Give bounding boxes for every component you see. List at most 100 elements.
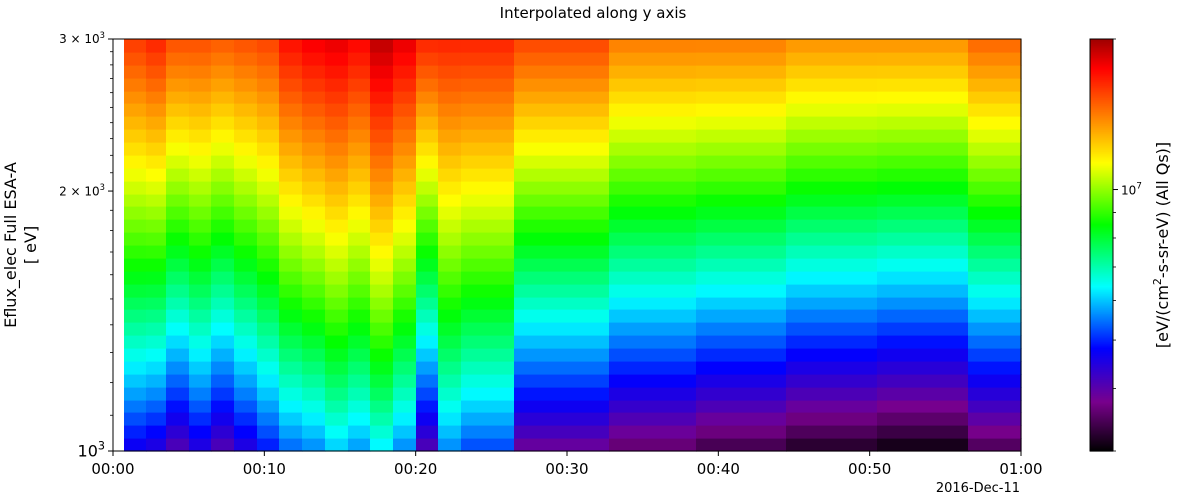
heatmap-cell-c19-b20	[786, 181, 878, 195]
heatmap-cell-c4-b19	[211, 194, 235, 207]
heatmap-cell-c21-b4	[968, 387, 1022, 401]
heatmap-cell-c3-b27	[189, 91, 212, 104]
heatmap-cell-c9-b18	[325, 206, 349, 220]
colorbar-step	[1090, 205, 1113, 208]
heatmap-cell-c6-b18	[257, 206, 280, 220]
heatmap-cell-c5-b17	[234, 219, 258, 233]
heatmap-cell-c12-b13	[393, 271, 417, 285]
heatmap-cell-c20-b6	[877, 361, 969, 375]
heatmap-cell-c17-b4	[609, 387, 697, 401]
heatmap-cell-c14-b25	[438, 116, 462, 130]
colorbar-step	[1090, 283, 1113, 286]
colorbar-step	[1090, 309, 1113, 312]
heatmap-cell-c5-b22	[234, 155, 258, 169]
heatmap-cell-c1-b18	[146, 206, 167, 220]
heatmap-cell-c1-b17	[146, 219, 167, 233]
heatmap-cell-c11-b25	[370, 116, 394, 130]
colorbar-step	[1090, 321, 1113, 324]
heatmap-cell-c9-b19	[325, 194, 349, 207]
heatmap-cell-c3-b15	[189, 245, 212, 259]
heatmap-cell-c0-b25	[124, 116, 147, 130]
colorbar-step	[1090, 395, 1113, 398]
heatmap-cell-c8-b9	[302, 322, 326, 336]
colorbar-step	[1090, 319, 1113, 322]
colorbar-step	[1090, 397, 1113, 400]
heatmap-cell-c12-b27	[393, 91, 417, 104]
x-axis: 00:00 00:10 00:20 00:30 00:40 00:50 01:00	[91, 451, 1043, 478]
heatmap-cell-c12-b22	[393, 155, 417, 169]
colorbar-step	[1090, 257, 1113, 260]
heatmap-cell-c7-b31	[279, 39, 303, 53]
heatmap-cell-c19-b22	[786, 155, 878, 169]
heatmap-cell-c11-b19	[370, 194, 394, 207]
heatmap-cell-c19-b26	[786, 103, 878, 117]
heatmap-cell-c16-b3	[514, 400, 610, 413]
heatmap-cell-c2-b9	[166, 322, 190, 336]
heatmap-cell-c2-b16	[166, 232, 190, 246]
heatmap-cell-c17-b7	[609, 348, 697, 362]
heatmap-cell-c9-b3	[325, 400, 349, 413]
colorbar-step	[1090, 63, 1113, 66]
colorbar-step	[1090, 141, 1113, 144]
heatmap-cell-c10-b5	[348, 374, 371, 388]
heatmap-cell-c10-b26	[348, 103, 371, 117]
heatmap-cell-c3-b26	[189, 103, 212, 117]
colorbar-step	[1090, 411, 1113, 414]
heatmap-cell-c13-b17	[416, 219, 439, 233]
heatmap-cell-c11-b31	[370, 39, 394, 53]
heatmap-cell-c1-b9	[146, 322, 167, 336]
colorbar-step	[1090, 85, 1113, 88]
heatmap-cell-c0-b17	[124, 219, 147, 233]
heatmap-cell-c12-b2	[393, 412, 417, 426]
heatmap-cell-c18-b31	[696, 39, 787, 53]
colorbar-step	[1090, 69, 1113, 72]
heatmap-cell-c19-b19	[786, 194, 878, 207]
heatmap-cell-c12-b24	[393, 129, 417, 143]
heatmap-cell-c6-b8	[257, 335, 280, 349]
heatmap-cell-c16-b19	[514, 194, 610, 207]
heatmap-cell-c5-b30	[234, 52, 258, 66]
heatmap-cell-c15-b11	[461, 297, 515, 310]
colorbar-step	[1090, 193, 1113, 196]
heatmap-cell-c17-b20	[609, 181, 697, 195]
heatmap-cell-c2-b10	[166, 309, 190, 323]
heatmap-cell-c10-b9	[348, 322, 371, 336]
heatmap-cell-c17-b15	[609, 245, 697, 259]
heatmap-cell-c19-b15	[786, 245, 878, 259]
colorbar-step	[1090, 47, 1113, 50]
heatmap-cell-c5-b13	[234, 271, 258, 285]
colorbar-step	[1090, 247, 1113, 250]
colorbar-step	[1090, 373, 1113, 376]
heatmap-cell-c17-b2	[609, 412, 697, 426]
colorbar-step	[1090, 439, 1113, 442]
heatmap-cell-c1-b4	[146, 387, 167, 401]
colorbar-step	[1090, 291, 1113, 294]
heatmap-cell-c1-b0	[146, 438, 167, 452]
heatmap-cell-c2-b29	[166, 65, 190, 79]
heatmap-cell-c13-b18	[416, 206, 439, 220]
heatmap-cell-c19-b21	[786, 168, 878, 182]
heatmap-cell-c9-b17	[325, 219, 349, 233]
heatmap-cell-c1-b20	[146, 181, 167, 195]
heatmap-cell-c10-b24	[348, 129, 371, 143]
colorbar-step	[1090, 189, 1113, 192]
heatmap-cell-c16-b5	[514, 374, 610, 388]
heatmap-cell-c21-b3	[968, 400, 1022, 413]
heatmap-cell-c10-b4	[348, 387, 371, 401]
heatmap-cell-c3-b25	[189, 116, 212, 130]
heatmap-cell-c13-b1	[416, 425, 439, 439]
colorbar-step	[1090, 421, 1113, 424]
heatmap-cell-c7-b3	[279, 400, 303, 413]
heatmap-cell-c16-b17	[514, 219, 610, 233]
colorbar-step	[1090, 343, 1113, 346]
heatmap-cell-c15-b12	[461, 284, 515, 298]
colorbar-step	[1090, 191, 1113, 194]
heatmap-cell-c17-b27	[609, 91, 697, 104]
heatmap-cell-c11-b11	[370, 297, 394, 310]
heatmap-cell-c18-b16	[696, 232, 787, 246]
x-tick-label: 00:20	[394, 460, 437, 478]
heatmap-cell-c1-b11	[146, 297, 167, 310]
heatmap-cell-c10-b10	[348, 309, 371, 323]
heatmap-cell-c18-b28	[696, 78, 787, 92]
colorbar-step	[1090, 349, 1113, 352]
